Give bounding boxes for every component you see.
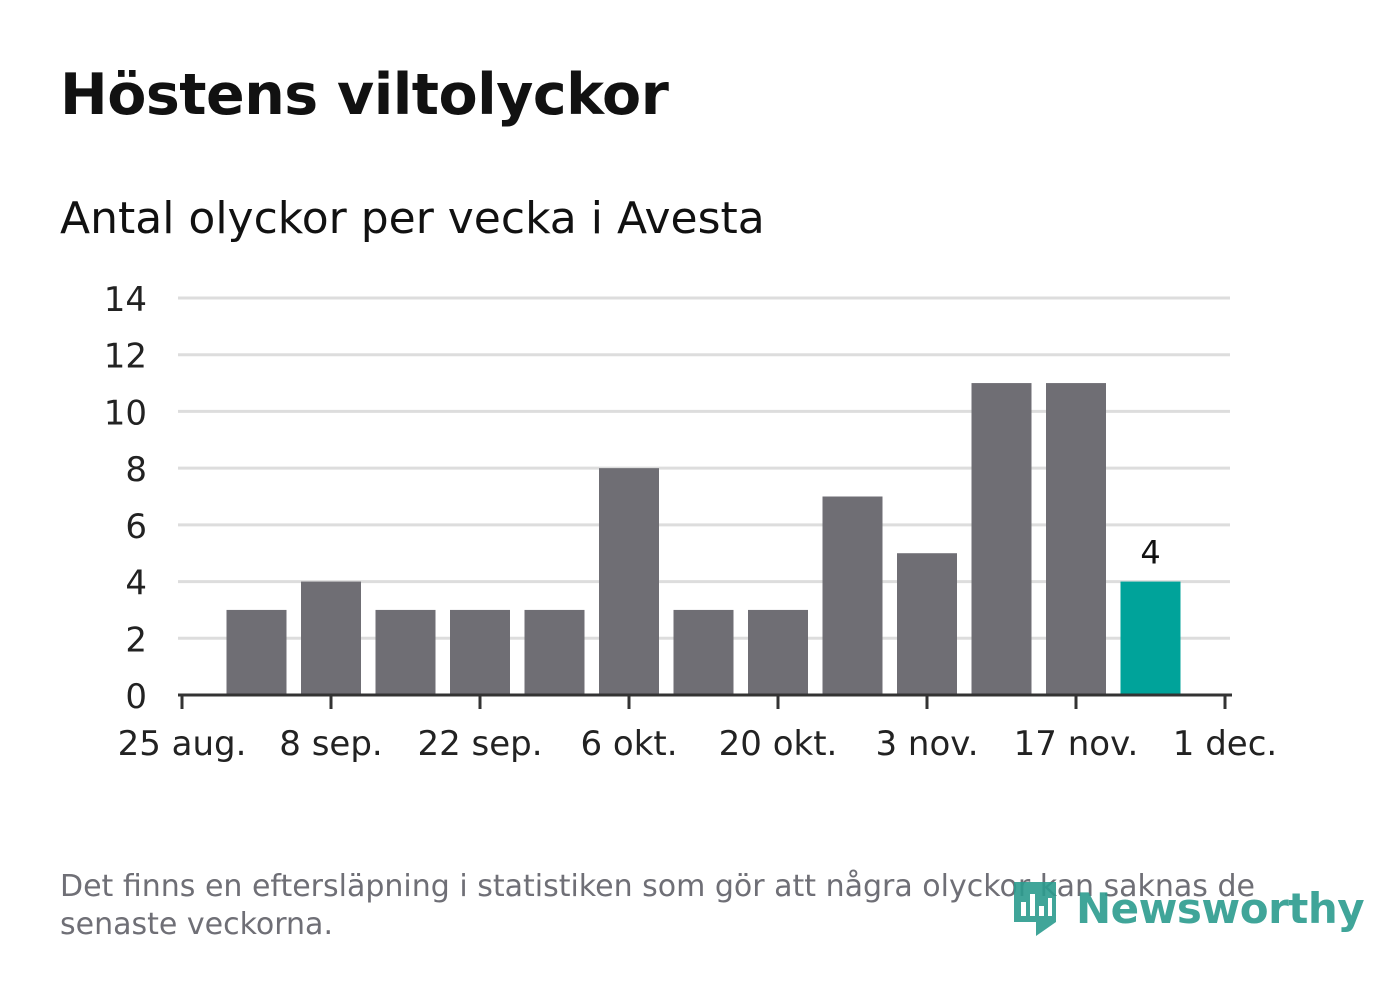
y-tick-label: 14 xyxy=(104,280,147,320)
y-tick-label: 2 xyxy=(125,620,147,660)
y-tick-label: 0 xyxy=(125,677,147,717)
chart-subtitle: Antal olyckor per vecka i Avesta xyxy=(60,193,765,244)
bar-v47 xyxy=(1120,581,1181,695)
y-axis-ticks: 0 2 4 6 8 10 12 14 xyxy=(104,280,147,717)
y-tick-label: 12 xyxy=(104,337,147,377)
bar-v43 xyxy=(822,496,883,695)
bar-v46 xyxy=(1046,383,1106,695)
x-tick-label: 25 aug. xyxy=(118,724,247,764)
bar-v36 xyxy=(301,581,361,695)
bar-v42 xyxy=(748,609,808,695)
y-tick-label: 10 xyxy=(104,393,147,433)
x-tick-label: 17 nov. xyxy=(1014,724,1139,764)
x-tick-label: 20 okt. xyxy=(719,724,838,764)
y-tick-label: 6 xyxy=(125,507,147,547)
x-tick-label: 22 sep. xyxy=(417,724,542,764)
bar-v37 xyxy=(375,609,436,695)
data-labels: 4 xyxy=(1140,534,1160,572)
bar-v45 xyxy=(971,383,1032,695)
bar-v35 xyxy=(226,609,287,695)
x-tick-label: 6 okt. xyxy=(580,724,677,764)
x-tick-label: 1 dec. xyxy=(1173,724,1277,764)
bar-v44 xyxy=(897,553,957,695)
bar-v38 xyxy=(450,609,510,695)
data-label: 4 xyxy=(1140,534,1160,572)
newsworthy-logo-icon xyxy=(1014,882,1056,936)
bar-chart: 0 2 4 6 8 10 12 14 25 aug. 8 sep. 22 sep. 6 okt. 20… xyxy=(104,280,1277,764)
gridlines xyxy=(178,296,1230,640)
bar-v41 xyxy=(673,609,734,695)
y-tick-label: 8 xyxy=(125,450,147,490)
logo-text: Newsworthy xyxy=(1076,883,1365,933)
x-tick-label: 8 sep. xyxy=(279,724,382,764)
chart-title: Höstens viltolyckor xyxy=(60,62,669,128)
bar-v39 xyxy=(524,609,585,695)
y-tick-label: 4 xyxy=(125,564,147,604)
newsworthy-logo: Newsworthy xyxy=(1010,878,1365,938)
x-axis-ticks: 25 aug. 8 sep. 22 sep. 6 okt. 20 okt. 3 nov. 1… xyxy=(118,695,1277,764)
bar-v40 xyxy=(599,468,659,695)
x-tick-label: 3 nov. xyxy=(875,724,978,764)
bars xyxy=(226,383,1181,695)
